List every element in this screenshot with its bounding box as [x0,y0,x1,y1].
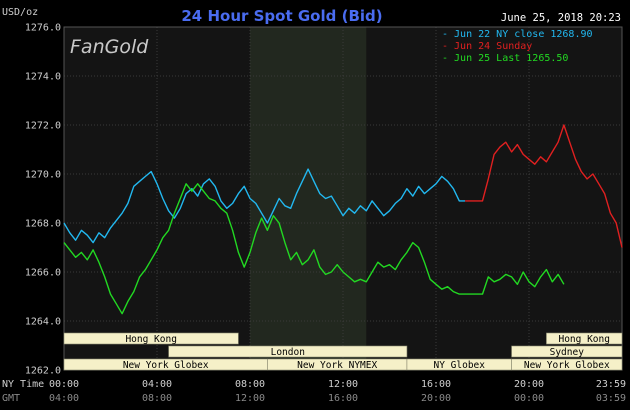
timestamp: June 25, 2018 20:23 [501,12,621,24]
y-tick-label: 1262.0 [25,366,61,377]
x-tick-ny: 08:00 [235,379,265,390]
legend: - Jun 22 NY close 1268.90- Jun 24 Sunday… [442,29,593,64]
session-label: Hong Kong [125,334,176,345]
x-tick-ny: 23:59 [596,379,626,390]
session-bar [511,358,623,371]
session-bar [511,345,623,358]
x-tick-ny: 16:00 [421,379,451,390]
x-tick-ny: 20:00 [514,379,544,390]
session-bar [168,345,408,358]
x-tick-ny: 04:00 [142,379,172,390]
unit-label: USD/oz [2,7,38,18]
x-tick-gmt: 12:00 [235,393,265,404]
x-tick-gmt: 08:00 [142,393,172,404]
nymex-shaded-period [250,27,367,370]
session-label: New York Globex [524,360,610,371]
series-line-3 [63,183,565,315]
session-bar [63,332,239,345]
y-tick-label: 1272.0 [25,121,61,132]
trading-sessions: Hong Kong London New York Globex New York N… [63,332,623,371]
price-series [63,124,623,315]
ny-time-label: NY Time [2,379,44,390]
gmt-label: GMT [2,393,20,404]
session-label: New York Globex [123,360,209,371]
series-line-1 [63,168,466,244]
x-tick-ny: 00:00 [49,379,79,390]
x-tick-gmt: 04:00 [49,393,79,404]
session-bar [546,332,623,345]
shaded-band [250,27,367,370]
chart-title: 24 Hour Spot Gold (Bid) [181,7,382,25]
session-label: NY Globex [434,360,486,371]
legend-entry: - Jun 22 NY close 1268.90 [442,29,593,40]
legend-entry: - Jun 24 Sunday [442,41,532,52]
y-tick-label: 1266.0 [25,268,61,279]
session-label: Sydney [550,347,585,358]
brand-logo: FanGold [70,36,149,58]
y-tick-label: 1270.0 [25,170,61,181]
session-label: New York NYMEX [297,360,377,371]
x-tick-gmt: 20:00 [421,393,451,404]
y-tick-label: 1274.0 [25,72,61,83]
session-label: London [271,347,305,358]
x-tick-gmt: 03:59 [596,393,626,404]
series-line-2 [465,124,623,248]
y-tick-label: 1276.0 [25,23,61,34]
y-tick-label: 1268.0 [25,219,61,230]
session-label: Hong Kong [558,334,609,345]
x-tick-gmt: 00:00 [514,393,544,404]
y-axis-ticks: 1276.0 1274.0 1272.0 1270.0 1268.0 1266.0 1264… [25,23,61,377]
x-tick-ny: 12:00 [328,379,358,390]
x-axis-ticks: 00:00 04:00 04:00 08:00 08:00 12:00 12:00 16:00… [49,379,626,404]
legend-entry: - Jun 25 Last 1265.50 [442,53,568,64]
y-tick-label: 1264.0 [25,317,61,328]
x-tick-gmt: 16:00 [328,393,358,404]
